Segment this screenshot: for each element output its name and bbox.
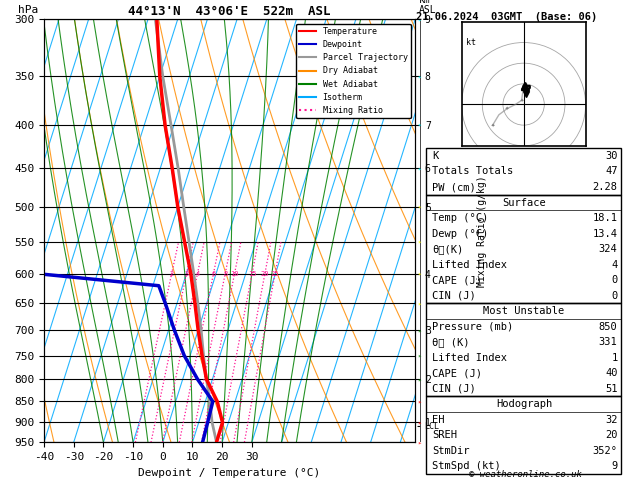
Text: Mixing Ratio (g/kg): Mixing Ratio (g/kg) <box>477 175 487 287</box>
Text: 331: 331 <box>599 337 618 347</box>
Text: 9: 9 <box>611 461 618 471</box>
Text: Hodograph: Hodograph <box>496 399 552 409</box>
Text: 4: 4 <box>611 260 618 270</box>
Text: ▸: ▸ <box>418 271 422 277</box>
Bar <box>426 303 621 397</box>
Text: © weatheronline.co.uk: © weatheronline.co.uk <box>469 469 582 479</box>
Text: CAPE (J): CAPE (J) <box>432 368 482 378</box>
Text: K: K <box>432 151 438 161</box>
Text: 3: 3 <box>184 271 189 277</box>
Text: Surface: Surface <box>502 197 546 208</box>
Text: 2: 2 <box>170 271 174 277</box>
Text: θᴄ (K): θᴄ (K) <box>432 337 470 347</box>
Text: Lifted Index: Lifted Index <box>432 353 508 363</box>
Title: 44°13'N  43°06'E  522m  ASL: 44°13'N 43°06'E 522m ASL <box>128 5 331 18</box>
Text: 20: 20 <box>260 271 269 277</box>
Text: km
ASL: km ASL <box>419 0 437 15</box>
Text: 15: 15 <box>248 271 256 277</box>
Text: 4: 4 <box>196 271 199 277</box>
Text: 20: 20 <box>605 430 618 440</box>
Text: ▸: ▸ <box>418 122 422 128</box>
Text: 8: 8 <box>223 271 227 277</box>
Text: StmSpd (kt): StmSpd (kt) <box>432 461 501 471</box>
Text: SREH: SREH <box>432 430 457 440</box>
Text: PW (cm): PW (cm) <box>432 182 476 192</box>
Text: θᴄ(K): θᴄ(K) <box>432 244 464 254</box>
Text: ▸: ▸ <box>418 17 422 22</box>
Text: ▸: ▸ <box>418 300 422 306</box>
Text: ▸: ▸ <box>418 204 422 210</box>
Text: 21.06.2024  03GMT  (Base: 06): 21.06.2024 03GMT (Base: 06) <box>416 12 597 22</box>
Text: 2.28: 2.28 <box>593 182 618 192</box>
Text: ▸: ▸ <box>418 239 422 245</box>
Text: 32: 32 <box>605 415 618 425</box>
Text: 47: 47 <box>605 167 618 176</box>
Legend: Temperature, Dewpoint, Parcel Trajectory, Dry Adiabat, Wet Adiabat, Isotherm, Mi: Temperature, Dewpoint, Parcel Trajectory… <box>296 24 411 118</box>
Text: ▸: ▸ <box>418 73 422 79</box>
Text: CAPE (J): CAPE (J) <box>432 275 482 285</box>
Text: Most Unstable: Most Unstable <box>483 306 565 316</box>
Text: 0: 0 <box>611 291 618 301</box>
Text: ▸: ▸ <box>418 327 422 333</box>
Text: EH: EH <box>432 415 445 425</box>
Text: Lifted Index: Lifted Index <box>432 260 508 270</box>
Text: kt: kt <box>466 38 476 48</box>
Text: StmDir: StmDir <box>432 446 470 456</box>
Text: 18.1: 18.1 <box>593 213 618 223</box>
Text: 40: 40 <box>605 368 618 378</box>
Text: hPa: hPa <box>18 5 38 15</box>
Text: 10: 10 <box>230 271 239 277</box>
Text: 0: 0 <box>611 275 618 285</box>
Text: ▸: ▸ <box>418 399 422 404</box>
Text: CIN (J): CIN (J) <box>432 383 476 394</box>
Text: ✦: ✦ <box>520 97 524 104</box>
Text: Dewp (°C): Dewp (°C) <box>432 228 489 239</box>
Text: 850: 850 <box>599 322 618 331</box>
Text: 1: 1 <box>611 353 618 363</box>
Bar <box>426 195 621 303</box>
Bar <box>426 148 621 195</box>
Text: 352°: 352° <box>593 446 618 456</box>
Text: ▸: ▸ <box>418 376 422 382</box>
Text: ✦: ✦ <box>491 122 495 128</box>
Text: Temp (°C): Temp (°C) <box>432 213 489 223</box>
Text: 30: 30 <box>605 151 618 161</box>
Text: 324: 324 <box>599 244 618 254</box>
Text: ▸: ▸ <box>418 419 422 425</box>
Text: 25: 25 <box>271 271 279 277</box>
Text: 6: 6 <box>211 271 216 277</box>
Text: CIN (J): CIN (J) <box>432 291 476 301</box>
Text: LCL: LCL <box>425 422 440 431</box>
Text: 51: 51 <box>605 383 618 394</box>
X-axis label: Dewpoint / Temperature (°C): Dewpoint / Temperature (°C) <box>138 468 321 478</box>
Bar <box>426 397 621 474</box>
Text: ✦: ✦ <box>505 105 509 112</box>
Text: ▸: ▸ <box>418 165 422 171</box>
Text: Pressure (mb): Pressure (mb) <box>432 322 513 331</box>
Text: ▸: ▸ <box>418 439 422 445</box>
Text: ▸: ▸ <box>418 352 422 359</box>
Text: Totals Totals: Totals Totals <box>432 167 513 176</box>
Text: 13.4: 13.4 <box>593 228 618 239</box>
